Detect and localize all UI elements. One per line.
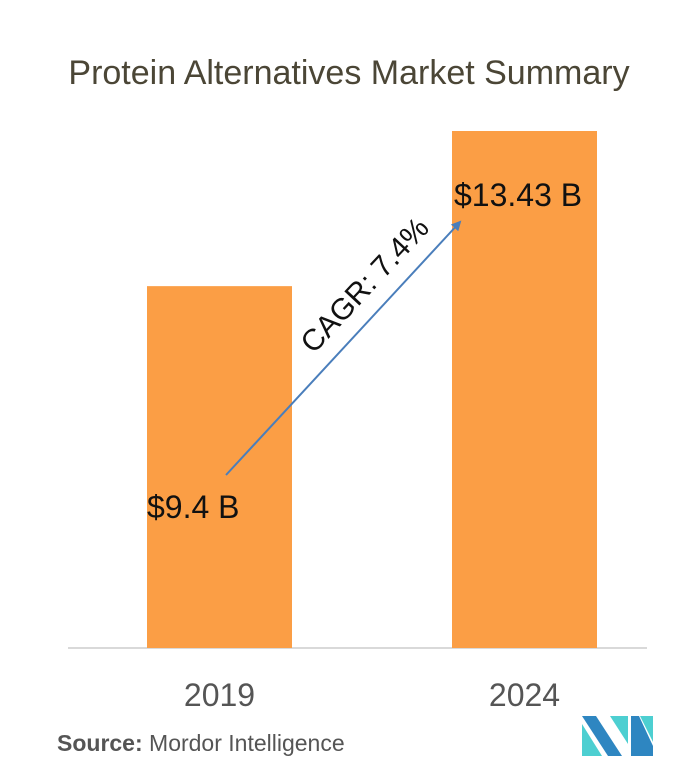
data-label: $13.43 B [454,177,582,213]
source-label: Source: [57,730,143,756]
bar-2019 [147,286,292,648]
source-text: Mordor Intelligence [149,730,345,756]
logo [582,716,653,756]
source-note: Source: Mordor Intelligence [57,730,345,757]
x-tick-label: 2019 [184,677,255,713]
cagr-arrow [225,220,462,476]
chart-title: Protein Alternatives Market Summary [68,54,630,92]
data-label: $9.4 B [147,489,240,525]
bar-2024 [452,131,597,648]
cagr-label: CAGR: 7.4% [294,211,435,359]
x-tick-label: 2024 [489,677,560,713]
